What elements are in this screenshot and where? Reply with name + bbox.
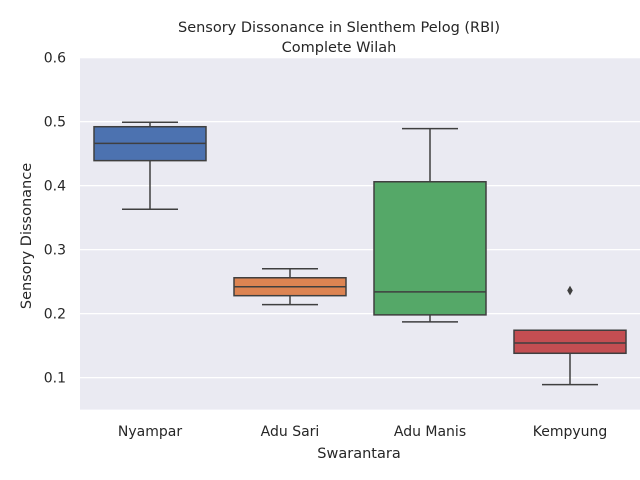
- outlier-kempyung-0: [567, 285, 573, 296]
- y-tick-label-5: 0.6: [44, 51, 66, 67]
- y-tick-label-0: 0.1: [44, 371, 66, 387]
- x-tick-label-nyampar: Nyampar: [118, 424, 182, 440]
- iqr-box-kempyung: [513, 329, 627, 355]
- box-kempyung: [513, 285, 627, 386]
- x-axis-label: Swarantara: [317, 446, 400, 462]
- box-nyampar: [93, 121, 207, 211]
- y-axis-label: Sensory Dissonance: [19, 163, 35, 309]
- y-tick-label-4: 0.5: [44, 115, 66, 131]
- chart-title-line2: Complete Wilah: [282, 40, 397, 56]
- x-tick-label-adu-manis: Adu Manis: [394, 424, 466, 440]
- x-tick-labels: Nyampar Adu Sari Adu Manis Kempyung: [118, 424, 607, 440]
- plot-background: [80, 57, 640, 410]
- y-tick-label-1: 0.2: [44, 307, 66, 323]
- y-tick-label-3: 0.4: [44, 179, 66, 195]
- chart-title-line1: Sensory Dissonance in Slenthem Pelog (RB…: [178, 20, 500, 36]
- boxes-group: [93, 121, 627, 386]
- x-tick-label-kempyung: Kempyung: [533, 424, 608, 440]
- box-adu-sari: [233, 268, 347, 306]
- y-tick-labels: 0.1 0.2 0.3 0.4 0.5 0.6: [44, 51, 66, 387]
- box-adu-manis: [373, 127, 487, 323]
- y-tick-label-2: 0.3: [44, 243, 66, 259]
- x-tick-label-adu-sari: Adu Sari: [261, 424, 320, 440]
- iqr-box-adu-manis: [373, 181, 487, 316]
